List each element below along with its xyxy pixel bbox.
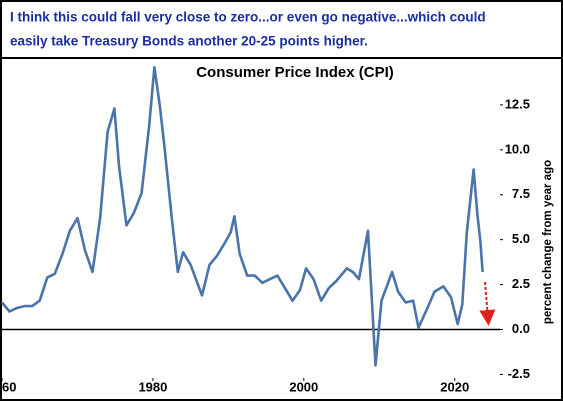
- y-tick-label: 7.5: [512, 186, 530, 201]
- x-tick-label: 2020: [440, 379, 469, 394]
- x-tick-label: 1980: [138, 379, 167, 394]
- arrow: [479, 281, 496, 326]
- y-tick-label: 5.0: [512, 231, 530, 246]
- line: [1, 65, 484, 367]
- y-tick-label: 12.5: [505, 96, 530, 111]
- annotation: I think this could fall very close to ze…: [10, 10, 486, 25]
- banner: [0, 0, 563, 59]
- y-tick-label: -2.5: [508, 366, 530, 381]
- y-axis-title: percent change from year ago: [542, 160, 554, 324]
- y-tick-label: 2.5: [512, 276, 530, 291]
- chart-title: Consumer Price Index (CPI): [196, 64, 394, 81]
- y-tick-label: 10.0: [505, 141, 530, 156]
- annotation: easily take Treasury Bonds another 20-25…: [10, 34, 368, 49]
- x-tick-label: 2000: [289, 379, 318, 394]
- x-tick-label: 1960: [0, 379, 16, 394]
- y-tick-label: 0.0: [512, 321, 530, 336]
